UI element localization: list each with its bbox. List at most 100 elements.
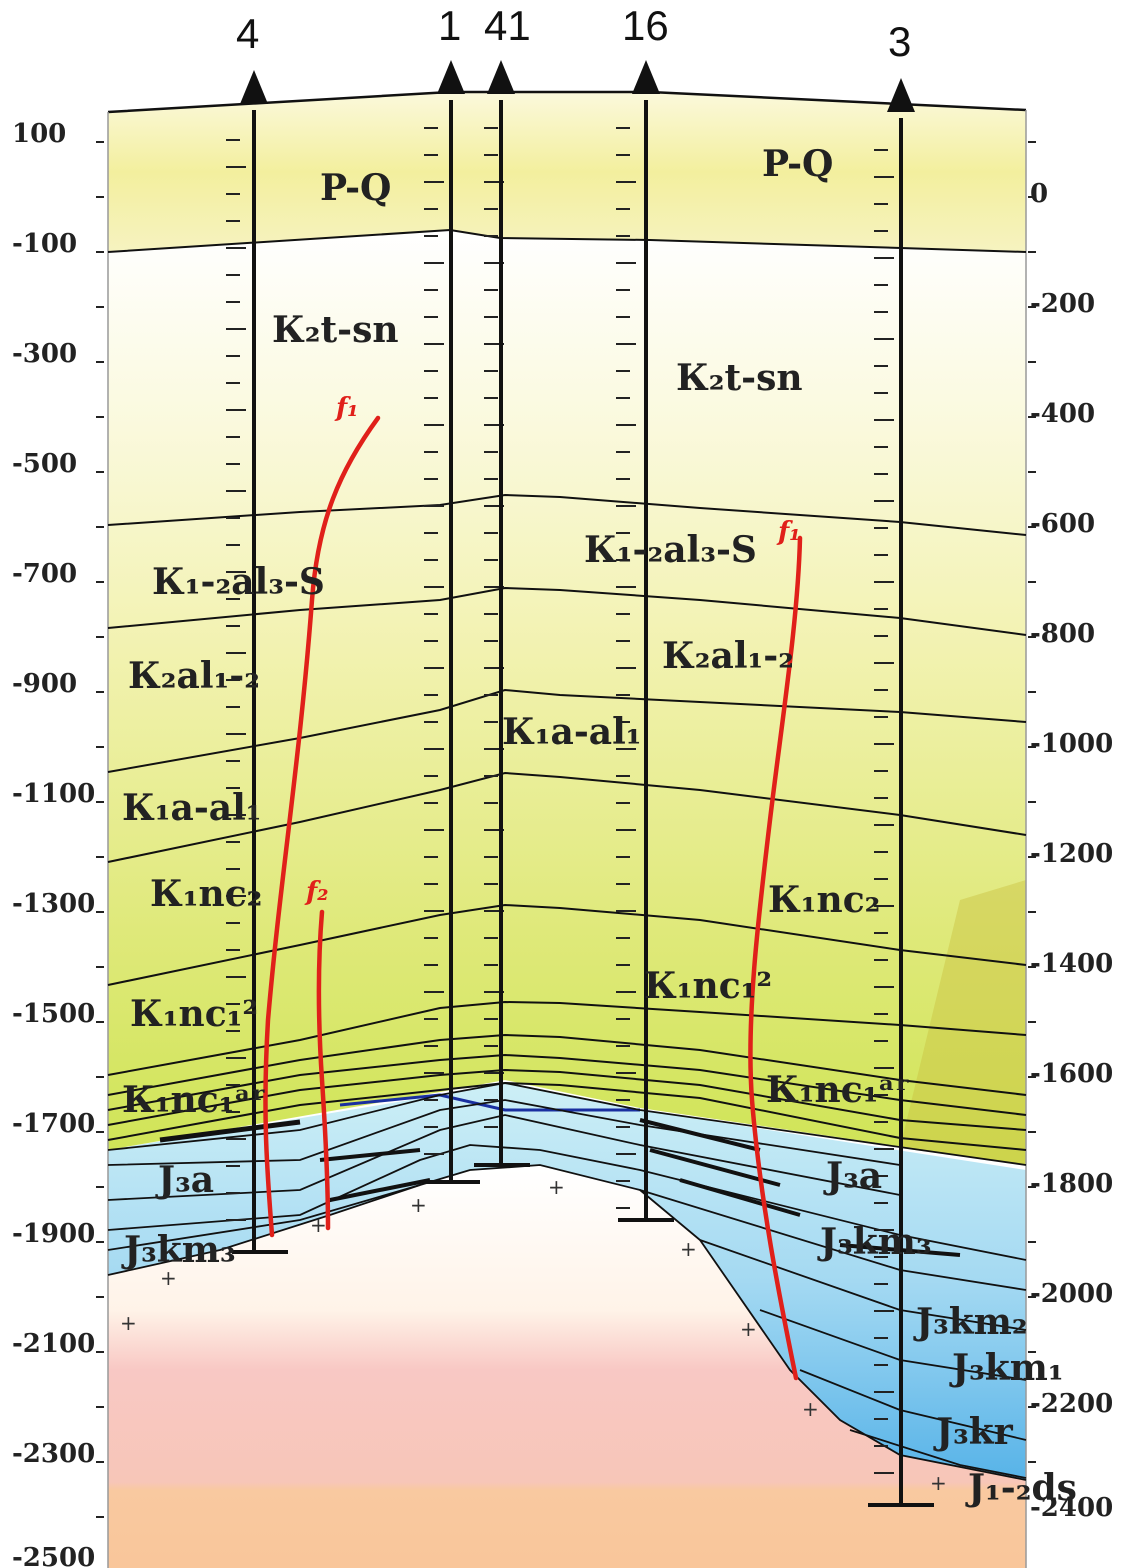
strata-label: К₁nc₁ᵃʳ	[766, 1069, 910, 1111]
well-3-arrow-icon	[887, 78, 915, 112]
well-41[interactable]: 41	[474, 2, 531, 1167]
svg-text:+: +	[680, 1237, 697, 1261]
right-axis-tick: -1600	[1030, 1059, 1113, 1089]
horizon-al12-base	[107, 688, 1027, 773]
strata-label: J₃km₃	[121, 1229, 236, 1271]
horizon-sn-base	[107, 493, 1027, 536]
svg-text:+: +	[160, 1266, 177, 1290]
left-axis: 100 -100 -300 -500 -700 -900 -1100 -1300…	[12, 119, 95, 1568]
right-axis-tick: -200	[1030, 289, 1095, 319]
strata-label: К₂al₁-₂	[128, 655, 260, 697]
svg-text:+: +	[930, 1471, 947, 1495]
well-41-arrow-icon	[487, 60, 515, 94]
svg-text:+: +	[740, 1317, 757, 1341]
strata-label: К₂t-sn	[676, 357, 803, 399]
strata-label: К₁nc₂	[768, 879, 880, 921]
strata-label: К₂t-sn	[272, 309, 399, 351]
strata-labels: P-Q P-Q К₂t-sn К₂t-sn К₁-₂al₃-S К₁-₂al₃-…	[121, 143, 1077, 1509]
fault-f1-right	[748, 535, 803, 1381]
strata-label: К₁nc₂	[150, 873, 262, 915]
strata-label: J₃km₁	[949, 1347, 1064, 1389]
right-axis-tick: -1000	[1030, 729, 1113, 759]
left-axis-tick: -1700	[12, 1109, 95, 1139]
horizon-nc-a	[107, 1033, 1027, 1096]
well-log-dashes	[226, 127, 894, 1474]
fault-f1-left	[263, 415, 381, 1238]
fault-f2	[316, 909, 331, 1231]
left-axis-tick: -900	[12, 669, 77, 699]
left-axis-ticks	[96, 141, 104, 1518]
strata-label: К₁a-al₁	[122, 787, 262, 829]
right-axis: 0 -200 -400 -600 -800 -1000 -1200 -1400 …	[1030, 179, 1113, 1523]
left-axis-tick: -500	[12, 449, 77, 479]
fault-label: f₁	[334, 393, 359, 423]
right-axis-tick: -2400	[1030, 1493, 1113, 1523]
left-axis-tick: -2500	[12, 1543, 95, 1568]
section-layers	[108, 92, 1026, 1568]
well-4-arrow-icon	[240, 70, 268, 104]
well-3-label: 3	[888, 18, 911, 65]
well-16-label: 16	[622, 2, 669, 49]
svg-text:+: +	[410, 1193, 427, 1217]
left-axis-tick: -1900	[12, 1219, 95, 1249]
strata-label: J₃km₃	[817, 1221, 932, 1263]
well-16-arrow-icon	[632, 60, 660, 94]
basement-marks: + + + + + + + + +	[120, 1175, 947, 1495]
well-1[interactable]: 1	[422, 2, 480, 1184]
left-axis-tick: -1100	[12, 779, 95, 809]
strata-label: J₃a	[823, 1155, 882, 1197]
cretaceous-layer	[108, 230, 1026, 1165]
strata-label: J₃kr	[933, 1411, 1014, 1453]
well-1-arrow-icon	[437, 60, 465, 94]
horizon-nc12-base	[107, 1000, 1027, 1076]
horizon-lines	[107, 228, 1027, 1151]
right-axis-tick: -1800	[1030, 1169, 1113, 1199]
right-axis-tick: -400	[1030, 399, 1095, 429]
pq-layer	[108, 92, 1026, 252]
well-16[interactable]: 16	[618, 2, 674, 1222]
strata-label: J₃a	[155, 1159, 214, 1201]
well-3[interactable]: 3	[868, 18, 934, 1507]
right-axis-tick: -2000	[1030, 1279, 1113, 1309]
left-axis-tick: -700	[12, 559, 77, 589]
well-1-label: 1	[438, 2, 461, 49]
strata-label: К₁-₂al₃-S	[152, 561, 325, 603]
svg-text:+: +	[310, 1213, 327, 1237]
right-axis-tick: 0	[1030, 179, 1048, 209]
strata-label: J₃km₂	[913, 1301, 1028, 1343]
fault-label: f₁	[776, 517, 801, 547]
right-axis-tick: -1400	[1030, 949, 1113, 979]
horizon-bold-left	[159, 1119, 301, 1143]
well-4-label: 4	[236, 10, 259, 57]
svg-text:+: +	[548, 1175, 565, 1199]
strata-label: P-Q	[762, 143, 833, 185]
strata-label: J₁-₂ds	[965, 1467, 1077, 1509]
right-axis-tick: -2200	[1030, 1389, 1113, 1419]
strata-label: К₁nc₁²	[644, 965, 772, 1007]
horizon-aal1-base	[107, 771, 1027, 863]
left-axis-tick: -2300	[12, 1439, 95, 1469]
well-4[interactable]: 4	[232, 10, 288, 1254]
right-axis-ticks	[1028, 141, 1036, 1463]
jurassic-layer	[108, 1083, 1026, 1480]
svg-text:+: +	[120, 1311, 137, 1335]
strata-label: К₁nc₁²	[130, 993, 258, 1035]
well-41-label: 41	[484, 2, 531, 49]
strata-label: К₁a-al₁	[502, 711, 642, 753]
left-axis-tick: -1300	[12, 889, 95, 919]
right-axis-tick: -600	[1030, 509, 1095, 539]
horizon-blue-marker	[339, 1093, 640, 1112]
right-axis-tick: -800	[1030, 619, 1095, 649]
wells: 4 1 41 16 3	[232, 2, 934, 1507]
right-axis-tick: -1200	[1030, 839, 1113, 869]
left-axis-tick: 100	[12, 119, 66, 149]
fault-label: f₂	[304, 877, 329, 907]
horizon-al3-base	[107, 586, 1027, 636]
left-axis-tick: -2100	[12, 1329, 95, 1359]
strata-label: К₂al₁-₂	[662, 635, 794, 677]
svg-text:+: +	[802, 1397, 819, 1421]
horizon-nc2-base	[107, 903, 1027, 986]
strata-label: К₁nc₁ᵃʳ	[122, 1079, 266, 1121]
left-axis-tick: -1500	[12, 999, 95, 1029]
